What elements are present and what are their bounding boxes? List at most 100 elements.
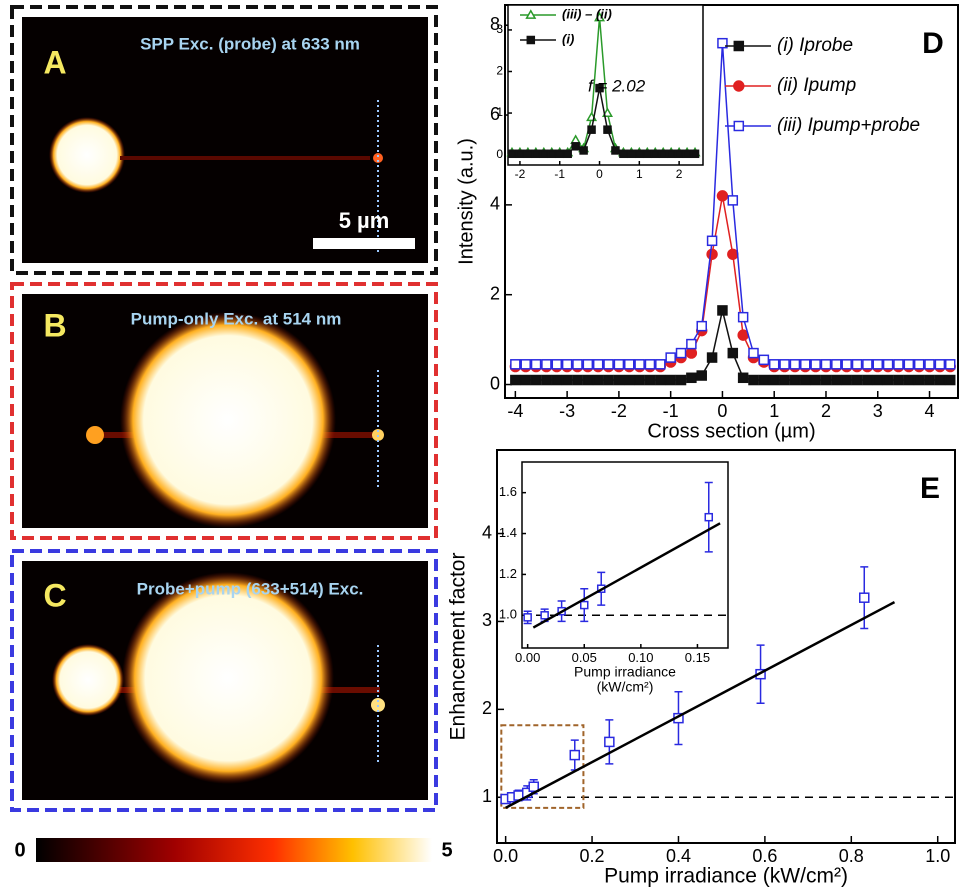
x-tick-label: 0.05 — [572, 650, 597, 665]
marker — [737, 311, 749, 323]
marker — [944, 374, 956, 386]
marker — [525, 9, 537, 19]
y-tick-label: 0 — [490, 373, 500, 393]
marker — [507, 149, 517, 159]
marker — [903, 359, 915, 370]
marker — [547, 149, 557, 159]
x-tick-label: 0.0 — [493, 846, 518, 866]
marker — [789, 359, 801, 370]
colorbar-gradient — [36, 838, 432, 862]
marker — [706, 235, 718, 247]
marker — [655, 359, 666, 370]
marker — [551, 374, 563, 386]
marker — [666, 149, 676, 159]
marker — [579, 146, 588, 155]
y-tick-label: 3 — [496, 22, 503, 36]
x-tick-label: 1.0 — [925, 846, 950, 866]
colorbar-max: 5 — [441, 839, 452, 861]
marker — [594, 11, 606, 22]
x-tick-label: 0.8 — [839, 846, 864, 866]
marker — [727, 248, 739, 260]
marker — [696, 370, 707, 381]
marker — [872, 374, 884, 386]
y-tick-label: 0 — [496, 147, 503, 161]
marker — [520, 359, 531, 370]
marker — [551, 359, 563, 370]
marker — [758, 354, 770, 366]
marker — [913, 374, 925, 386]
marker — [831, 359, 842, 370]
marker — [685, 347, 698, 359]
x-tick-label: -1 — [663, 401, 679, 421]
x-tick-label: 1 — [636, 167, 643, 181]
legend-marker — [525, 9, 537, 19]
marker — [523, 149, 533, 159]
x-tick-label: 0.6 — [752, 846, 777, 866]
marker — [571, 142, 580, 151]
x-tick-label: 0.00 — [515, 650, 540, 665]
marker — [580, 600, 589, 610]
y-tick-label: 1 — [482, 786, 492, 806]
x-tick-label: 0 — [596, 167, 603, 181]
y-tick-label: 2 — [490, 283, 500, 303]
marker — [627, 149, 636, 159]
panel-letter: A — [43, 44, 66, 80]
x-tick-label: 0.10 — [628, 650, 653, 665]
legend-label: (iii) Ipump+probe — [777, 115, 920, 136]
x-axis-label: Cross section (µm) — [647, 420, 815, 442]
marker — [733, 80, 745, 92]
caption: Pump-only Exc. at 514 nm — [131, 309, 342, 328]
marker — [768, 374, 780, 386]
legend-marker — [733, 120, 745, 132]
marker — [675, 347, 687, 359]
caption: Probe+pump (633+514) Exc. — [137, 579, 364, 598]
panel-border — [10, 282, 438, 540]
legend-marker — [733, 40, 745, 52]
y-tick-label: 4 — [482, 522, 492, 542]
marker — [862, 374, 873, 386]
marker — [572, 359, 583, 370]
y-axis-label: Intensity (a.u.) — [455, 138, 477, 265]
panel-letter: B — [43, 307, 66, 343]
legend-label: (i) Iprobe — [777, 35, 853, 56]
marker — [748, 374, 759, 386]
x-tick-label: 3 — [873, 401, 883, 421]
marker — [686, 372, 697, 384]
marker — [893, 359, 904, 370]
y-tick-label: 2 — [482, 698, 492, 718]
y-tick-label: 1.6 — [499, 484, 517, 499]
marker — [717, 37, 728, 49]
x-tick-label: -4 — [507, 401, 523, 421]
x-tick-label: -2 — [515, 167, 526, 181]
scale-label: 5 µm — [339, 208, 390, 233]
panel-letter: E — [920, 472, 940, 505]
fit-line — [505, 600, 896, 809]
marker — [592, 359, 604, 370]
x-tick-label: 0.2 — [580, 846, 605, 866]
marker — [674, 149, 684, 159]
marker — [587, 125, 596, 134]
marker — [758, 374, 770, 386]
caption: SPP Exc. (probe) at 633 nm — [140, 34, 360, 53]
legend-label: (ii) Ipump — [777, 75, 856, 96]
fit-line — [532, 522, 721, 629]
marker — [717, 305, 728, 316]
marker — [603, 125, 612, 134]
marker — [635, 149, 644, 159]
marker — [779, 359, 790, 370]
marker — [686, 338, 697, 350]
marker — [706, 248, 718, 260]
marker — [882, 359, 894, 370]
legend-label: (iii) – (ii) — [562, 6, 612, 21]
marker — [882, 374, 894, 386]
spot — [86, 426, 104, 444]
marker — [810, 374, 821, 386]
marker — [665, 352, 676, 363]
panel-b: B Pump-only Exc. at 514 nm — [10, 282, 438, 540]
x-axis-label: Pump irradiance — [574, 663, 676, 679]
panel-a: 5 µm A SPP Exc. (probe) at 633 nm — [10, 5, 438, 275]
panel-c: C Probe+pump (633+514) Exc. — [10, 549, 438, 812]
x-tick-label: -2 — [611, 401, 627, 421]
marker — [619, 149, 628, 159]
